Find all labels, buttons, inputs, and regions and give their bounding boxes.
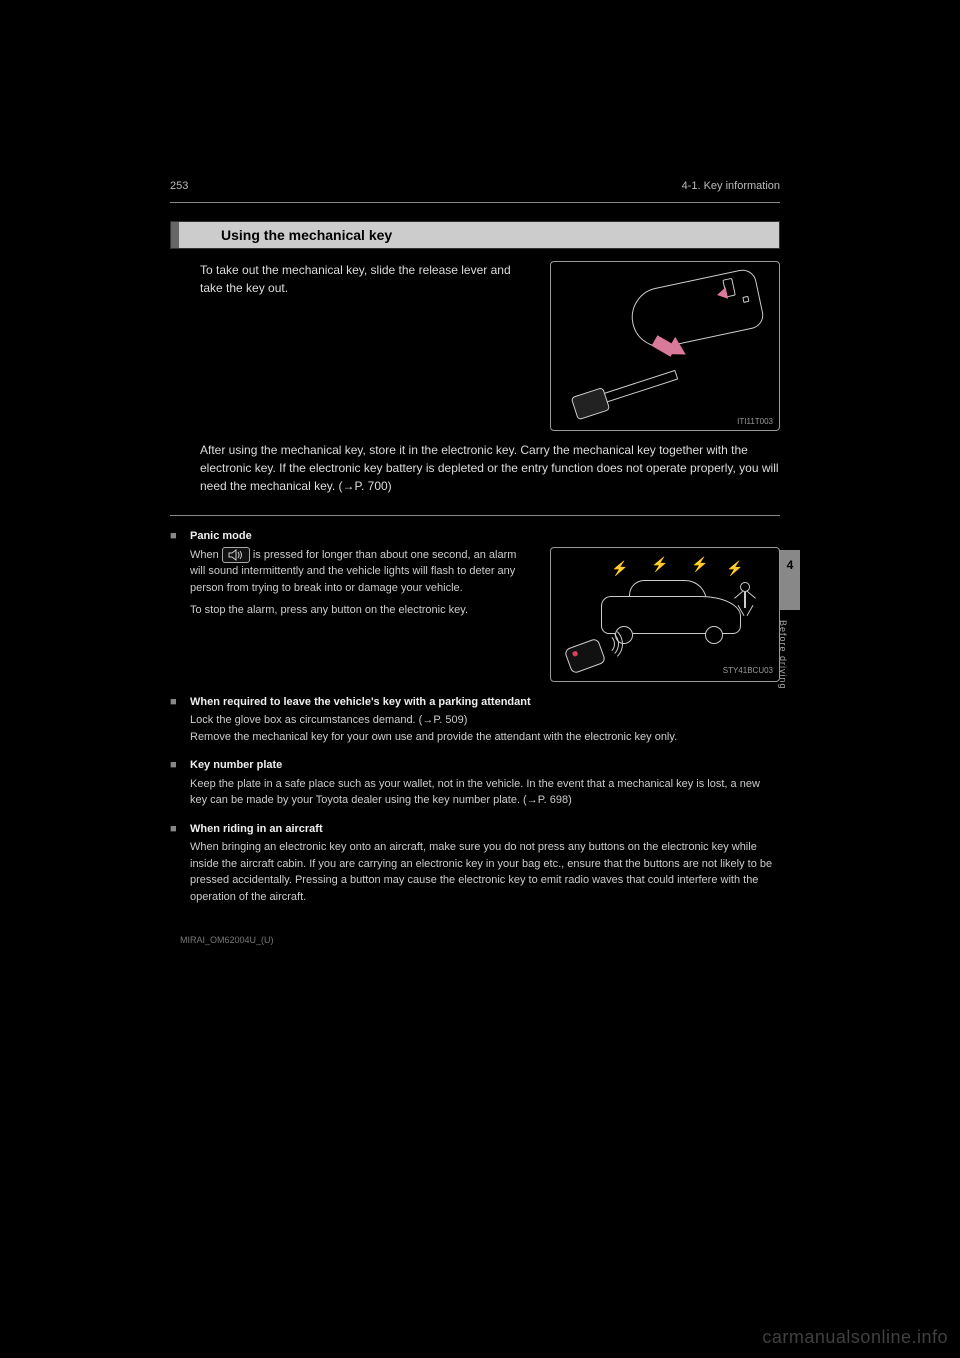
item-title: When riding in an aircraft — [190, 821, 780, 838]
fob-outline — [626, 267, 766, 353]
manual-page: 253 4-1. Key information Using the mecha… — [170, 180, 780, 945]
info-item-key-number-plate: ■ Key number plate Keep the plate in a s… — [170, 757, 780, 809]
header-section-path: 4-1. Key information — [682, 180, 780, 192]
mechanical-key-row: To take out the mechanical key, slide th… — [170, 261, 780, 431]
signal-wave-icon — [587, 626, 623, 662]
section-heading-text: Using the mechanical key — [221, 227, 392, 243]
item-title: Panic mode — [190, 528, 780, 545]
lightning-icon: ⚡ — [726, 558, 743, 579]
item-content: When riding in an aircraft When bringing… — [190, 821, 780, 906]
divider — [170, 515, 780, 516]
panic-row: When is pressed for longer than about on… — [190, 547, 780, 682]
panic-text-before: When — [190, 549, 222, 561]
key-fob-illustration: ITI11T003 — [550, 261, 780, 431]
key-head — [571, 387, 611, 420]
item-body: Keep the plate in a safe place such as y… — [190, 776, 780, 809]
figure-code: STY41BCU03 — [723, 665, 773, 677]
remote-button-highlight — [572, 650, 578, 656]
bullet-icon: ■ — [170, 528, 182, 682]
panic-text: When is pressed for longer than about on… — [190, 547, 530, 682]
lightning-icon: ⚡ — [691, 554, 708, 575]
bullet-icon: ■ — [170, 694, 182, 746]
section-heading: Using the mechanical key — [170, 221, 780, 249]
mechanical-key-figure: ITI11T003 — [550, 261, 780, 431]
chapter-tab: 4 — [780, 550, 800, 610]
car-alarm-illustration: ⚡ ⚡ ⚡ ⚡ — [550, 547, 780, 682]
watermark-text: carmanualsonline.info — [762, 1327, 948, 1348]
item-body: Lock the glove box as circumstances dema… — [190, 712, 780, 745]
item-content: Panic mode When is pressed for longer th… — [190, 528, 780, 682]
page-header: 253 4-1. Key information — [170, 180, 780, 192]
info-item-aircraft: ■ When riding in an aircraft When bringi… — [170, 821, 780, 906]
mechanical-key-followup: After using the mechanical key, store it… — [170, 441, 780, 495]
mechanical-key-drawing — [568, 354, 685, 426]
bullet-icon: ■ — [170, 757, 182, 809]
chapter-number: 4 — [787, 558, 794, 572]
item-title: When required to leave the vehicle's key… — [190, 694, 780, 711]
item-title: Key number plate — [190, 757, 780, 774]
car-wheel — [705, 626, 723, 644]
panic-figure: ⚡ ⚡ ⚡ ⚡ — [550, 547, 780, 682]
info-item-parking-attendant: ■ When required to leave the vehicle's k… — [170, 694, 780, 746]
lightning-icon: ⚡ — [611, 558, 628, 579]
item-content: Key number plate Keep the plate in a saf… — [190, 757, 780, 809]
chapter-label: Before driving — [778, 620, 788, 690]
mechanical-key-instruction: To take out the mechanical key, slide th… — [170, 261, 530, 431]
item-content: When required to leave the vehicle's key… — [190, 694, 780, 746]
key-blade — [603, 370, 678, 403]
fob-release-button — [742, 296, 749, 303]
figure-code: ITI11T003 — [737, 417, 773, 426]
bullet-icon: ■ — [170, 821, 182, 906]
divider — [170, 202, 780, 203]
speaker-icon — [227, 549, 245, 561]
item-body: When bringing an electronic key onto an … — [190, 839, 780, 905]
alarm-button-icon — [222, 547, 250, 563]
header-page-number: 253 — [170, 180, 188, 192]
arrow-icon — [716, 287, 728, 301]
footer-doc-code: MIRAI_OM62004U_(U) — [170, 935, 780, 945]
panic-text-stop: To stop the alarm, press any button on t… — [190, 602, 530, 619]
lightning-icon: ⚡ — [651, 554, 668, 575]
info-item-panic-mode: ■ Panic mode When is pressed for longer … — [170, 528, 780, 682]
person-figure — [731, 582, 759, 626]
